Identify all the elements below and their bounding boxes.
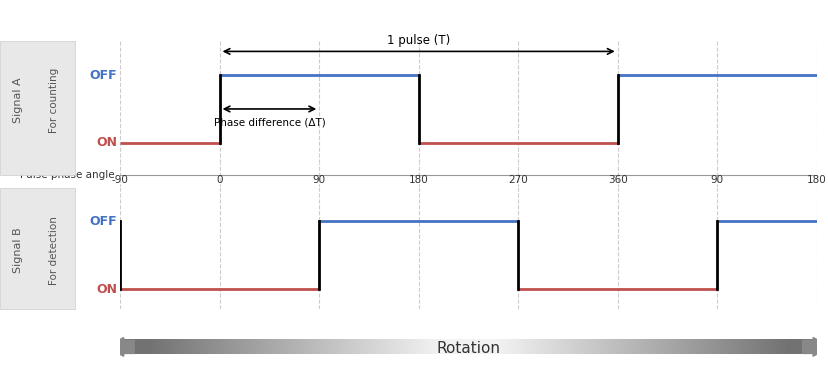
Text: 180: 180 bbox=[408, 176, 428, 185]
FancyArrow shape bbox=[106, 338, 134, 356]
Text: 90: 90 bbox=[312, 176, 325, 185]
Text: Signal B: Signal B bbox=[13, 228, 23, 273]
Text: OFF: OFF bbox=[89, 69, 117, 82]
Text: For detection: For detection bbox=[49, 216, 59, 285]
Text: Pulse phase angle: Pulse phase angle bbox=[20, 170, 114, 180]
Text: 0: 0 bbox=[216, 176, 223, 185]
Text: 90: 90 bbox=[710, 176, 723, 185]
FancyArrow shape bbox=[802, 338, 828, 356]
Text: 270: 270 bbox=[508, 176, 527, 185]
Text: ON: ON bbox=[96, 283, 117, 296]
Text: For counting: For counting bbox=[49, 68, 59, 133]
Text: 1 pulse (T): 1 pulse (T) bbox=[387, 34, 450, 46]
Text: OFF: OFF bbox=[89, 215, 117, 228]
Text: 180: 180 bbox=[806, 176, 826, 185]
Text: Rotation: Rotation bbox=[436, 341, 500, 356]
Text: Signal A: Signal A bbox=[13, 77, 23, 123]
Text: Phase difference (ΔT): Phase difference (ΔT) bbox=[214, 117, 325, 127]
Text: ON: ON bbox=[96, 136, 117, 149]
Text: -90: -90 bbox=[112, 176, 128, 185]
Text: 360: 360 bbox=[607, 176, 627, 185]
